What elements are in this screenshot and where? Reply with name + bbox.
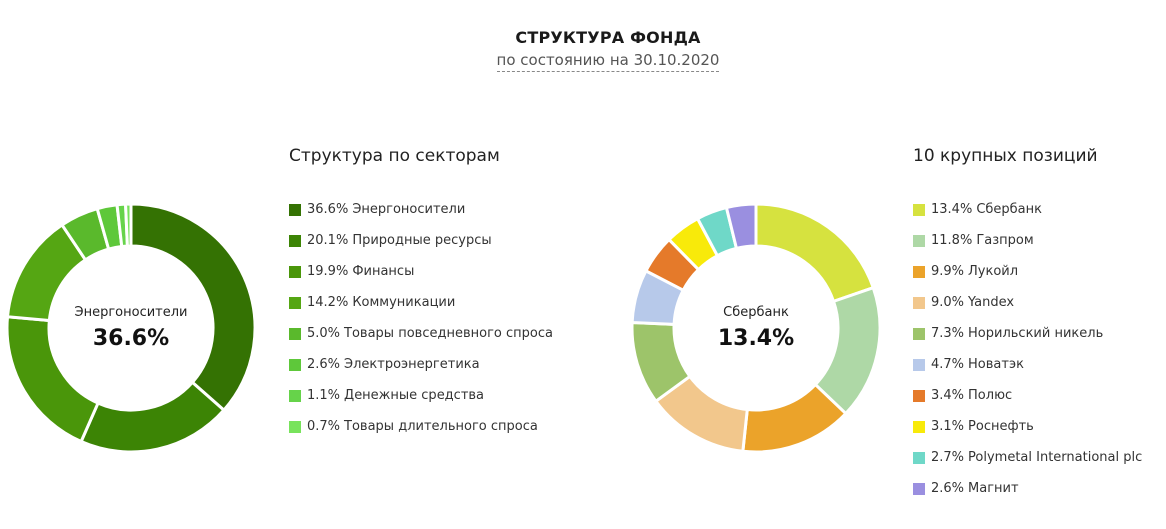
holding-slice-9[interactable] [724,202,758,250]
legend-swatch [913,203,925,216]
legend-swatch [913,420,925,433]
legend-percent: 9.0% [931,295,965,310]
legend-label: Магнит [968,481,1019,496]
holdings-donut-chart: Сбербанк 13.4% [630,202,882,454]
sector-legend: Структура по секторам 36.6% Энергоносител… [289,146,553,442]
legend-percent: 19.9% [307,264,349,279]
legend-label: Газпром [976,233,1034,248]
legend-percent: 14.2% [307,295,349,310]
legend-percent: 20.1% [307,233,349,248]
sector-legend-item[interactable]: 14.2% Коммуникации [289,287,553,318]
legend-label: Электроэнергетика [344,357,480,372]
holdings-legend-title: 10 крупных позиций [913,146,1098,166]
legend-swatch [289,358,301,371]
legend-label: Товары повседневного спроса [344,326,553,341]
legend-swatch [289,234,301,247]
legend-label: Финансы [352,264,415,279]
legend-swatch [913,389,925,402]
legend-label: Лукойл [968,264,1019,279]
holding-legend-item[interactable]: 9.0% Yandex [913,287,1142,318]
sector-slice-1[interactable] [79,380,226,454]
holding-legend-item[interactable]: 9.9% Лукойл [913,256,1142,287]
sector-slice-7[interactable] [124,202,133,248]
legend-percent: 2.6% [307,357,341,372]
legend-label: Полюс [968,388,1013,403]
holding-legend-item[interactable]: 13.4% Сбербанк [913,194,1142,225]
legend-percent: 9.9% [931,264,965,279]
legend-percent: 5.0% [307,326,341,341]
sector-legend-list: 36.6% Энергоносители 20.1% Природные ресурс… [289,194,553,442]
legend-swatch [289,327,301,340]
legend-swatch [289,203,301,216]
sector-legend-item[interactable]: 36.6% Энергоносители [289,194,553,225]
holding-legend-item[interactable]: 2.6% Магнит [913,473,1142,504]
legend-label: Сбербанк [976,202,1042,217]
legend-swatch [913,358,925,371]
legend-percent: 3.1% [931,419,965,434]
legend-swatch [913,296,925,309]
legend-percent: 11.8% [931,233,973,248]
legend-percent: 7.3% [931,326,965,341]
legend-swatch [289,265,301,278]
report-date-link[interactable]: по состоянию на 30.10.2020 [496,51,720,72]
sector-legend-item[interactable]: 1.1% Денежные средства [289,380,553,411]
holding-legend-item[interactable]: 4.7% Новатэк [913,349,1142,380]
legend-label: Товары длительного спроса [344,419,538,434]
sector-slice-0[interactable] [129,202,257,412]
legend-percent: 13.4% [931,202,973,217]
sector-slice-2[interactable] [5,315,100,444]
sector-legend-item[interactable]: 20.1% Природные ресурсы [289,225,553,256]
sector-donut-svg [5,202,257,454]
legend-swatch [289,420,301,433]
legend-label: Yandex [968,295,1015,310]
legend-label: Роснефть [968,419,1034,434]
holding-legend-item[interactable]: 11.8% Газпром [913,225,1142,256]
legend-percent: 1.1% [307,388,341,403]
holdings-legend-list: 13.4% Сбербанк 11.8% Газпром 9.9% Лукойл 9.0% Y… [913,194,1142,504]
holding-legend-item[interactable]: 3.4% Полюс [913,380,1142,411]
legend-percent: 4.7% [931,357,965,372]
legend-label: Polymetal International plc [968,450,1143,465]
holdings-donut-svg [630,202,882,454]
legend-swatch [289,389,301,402]
legend-percent: 0.7% [307,419,341,434]
legend-label: Новатэк [968,357,1024,372]
legend-swatch [913,451,925,464]
sector-legend-item[interactable]: 2.6% Электроэнергетика [289,349,553,380]
sector-legend-item[interactable]: 0.7% Товары длительного спроса [289,411,553,442]
holding-legend-item[interactable]: 2.7% Polymetal International plc [913,442,1142,473]
legend-label: Энергоносители [352,202,466,217]
page-header: СТРУКТУРА ФОНДА по состоянию на 30.10.20… [0,28,1166,72]
holding-legend-item[interactable]: 7.3% Норильский никель [913,318,1142,349]
sector-legend-item[interactable]: 5.0% Товары повседневного спроса [289,318,553,349]
sector-legend-item[interactable]: 19.9% Финансы [289,256,553,287]
legend-label: Коммуникации [352,295,456,310]
holding-slice-0[interactable] [754,202,875,303]
legend-percent: 2.7% [931,450,965,465]
legend-label: Норильский никель [968,326,1104,341]
page-title: СТРУКТУРА ФОНДА [515,28,701,47]
legend-label: Денежные средства [344,388,485,403]
holdings-legend: 10 крупных позиций 13.4% Сбербанк 11.8% Газ… [913,146,1142,504]
legend-percent: 2.6% [931,481,965,496]
legend-swatch [289,296,301,309]
holding-legend-item[interactable]: 3.1% Роснефть [913,411,1142,442]
legend-percent: 3.4% [931,388,965,403]
legend-swatch [913,265,925,278]
legend-swatch [913,234,925,247]
sector-donut-chart: Энергоносители 36.6% [5,202,257,454]
legend-swatch [913,327,925,340]
legend-swatch [913,482,925,495]
sector-legend-title: Структура по секторам [289,146,500,166]
legend-label: Природные ресурсы [352,233,492,248]
legend-percent: 36.6% [307,202,349,217]
